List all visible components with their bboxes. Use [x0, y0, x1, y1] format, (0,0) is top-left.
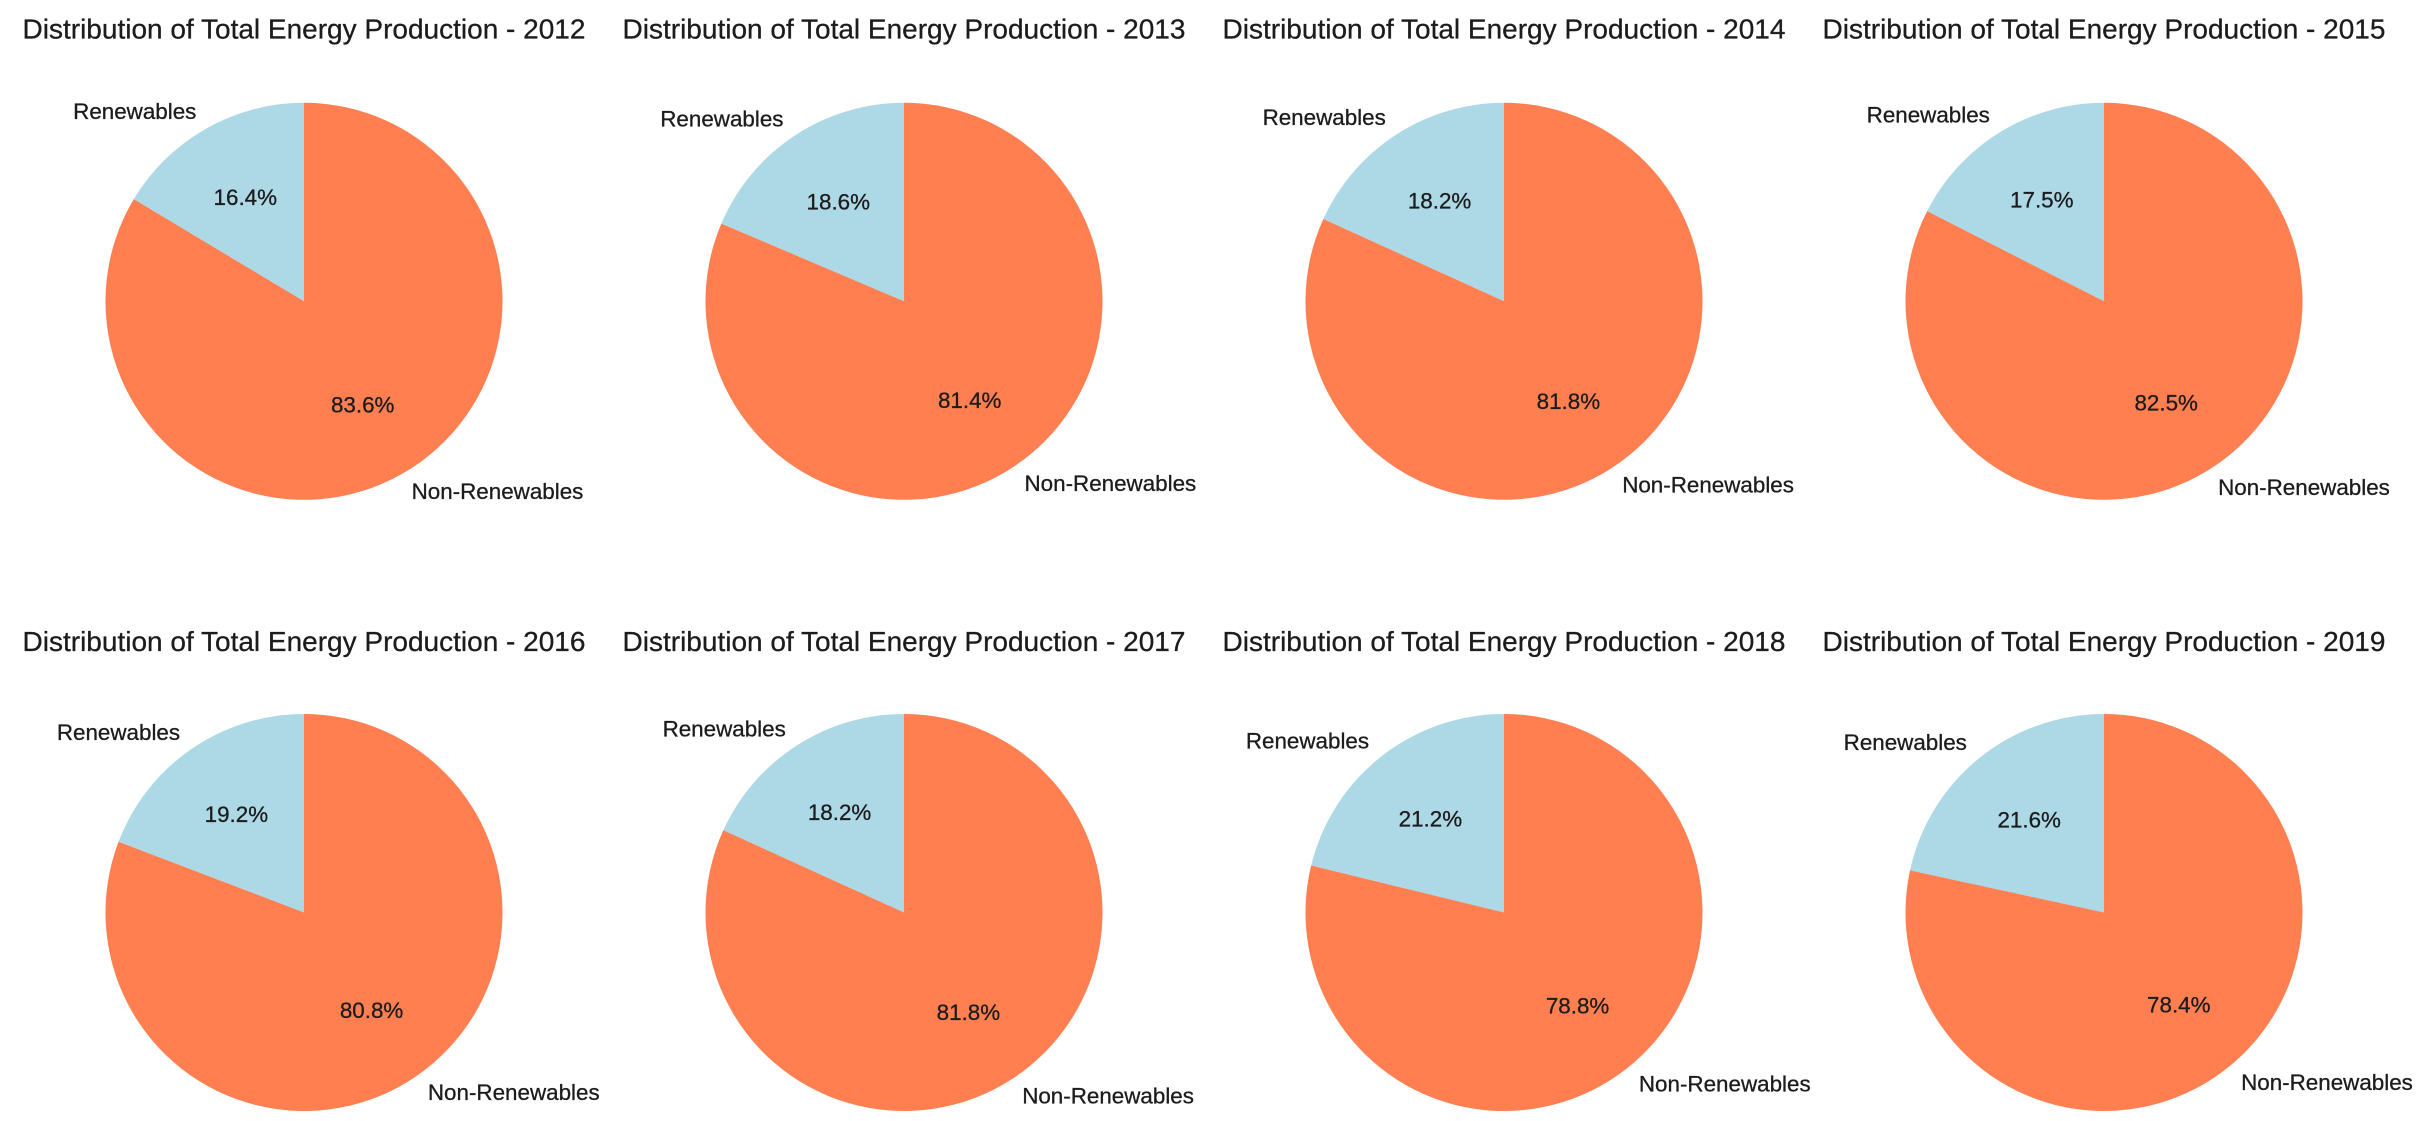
svg-text:Non-Renewables: Non-Renewables: [2241, 1070, 2413, 1095]
svg-text:Renewables: Renewables: [1263, 105, 1386, 130]
svg-text:21.2%: 21.2%: [1399, 806, 1463, 831]
svg-text:Non-Renewables: Non-Renewables: [1622, 472, 1794, 497]
svg-text:19.2%: 19.2%: [205, 802, 269, 827]
svg-text:Non-Renewables: Non-Renewables: [2218, 475, 2390, 500]
svg-text:81.8%: 81.8%: [1537, 389, 1601, 414]
svg-text:Distribution of Total Energy P: Distribution of Total Energy Production …: [23, 626, 586, 657]
svg-text:Renewables: Renewables: [1844, 730, 1967, 755]
svg-text:Non-Renewables: Non-Renewables: [1025, 471, 1197, 496]
svg-text:Distribution of Total Energy P: Distribution of Total Energy Production …: [623, 626, 1186, 657]
svg-text:Distribution of Total Energy P: Distribution of Total Energy Production …: [1823, 14, 2386, 45]
svg-text:Distribution of Total Energy P: Distribution of Total Energy Production …: [1223, 626, 1786, 657]
svg-text:Distribution of Total Energy P: Distribution of Total Energy Production …: [1823, 626, 2386, 657]
svg-text:Renewables: Renewables: [73, 99, 196, 124]
svg-text:18.2%: 18.2%: [808, 800, 872, 825]
svg-text:18.2%: 18.2%: [1408, 189, 1472, 214]
svg-text:Non-Renewables: Non-Renewables: [1639, 1072, 1811, 1097]
svg-text:Non-Renewables: Non-Renewables: [428, 1080, 600, 1105]
svg-text:80.8%: 80.8%: [340, 998, 404, 1023]
svg-text:82.5%: 82.5%: [2134, 390, 2198, 415]
svg-text:Distribution of Total Energy P: Distribution of Total Energy Production …: [623, 14, 1186, 45]
svg-text:21.6%: 21.6%: [1997, 807, 2061, 832]
svg-text:Renewables: Renewables: [663, 716, 786, 741]
svg-text:83.6%: 83.6%: [331, 392, 395, 417]
svg-text:Non-Renewables: Non-Renewables: [1022, 1084, 1194, 1109]
svg-text:Renewables: Renewables: [1246, 728, 1369, 753]
svg-text:18.6%: 18.6%: [807, 190, 871, 215]
svg-text:78.8%: 78.8%: [1546, 994, 1610, 1019]
svg-text:Renewables: Renewables: [57, 720, 180, 745]
svg-text:81.8%: 81.8%: [937, 1000, 1001, 1025]
svg-text:81.4%: 81.4%: [938, 388, 1002, 413]
svg-text:Renewables: Renewables: [1867, 103, 1990, 128]
svg-text:Non-Renewables: Non-Renewables: [412, 479, 584, 504]
svg-text:Distribution of Total Energy P: Distribution of Total Energy Production …: [23, 14, 586, 45]
svg-text:17.5%: 17.5%: [2010, 187, 2074, 212]
svg-text:16.4%: 16.4%: [214, 185, 278, 210]
svg-text:78.4%: 78.4%: [2147, 993, 2211, 1018]
svg-text:Distribution of Total Energy P: Distribution of Total Energy Production …: [1223, 14, 1786, 45]
svg-text:Renewables: Renewables: [660, 107, 783, 132]
